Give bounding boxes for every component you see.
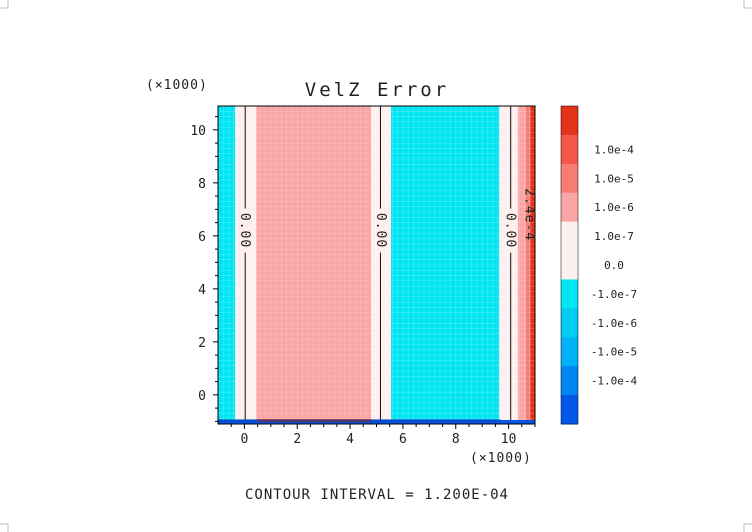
- contour-lines: [244, 106, 512, 424]
- contour-label-3: 2.4e-4: [522, 188, 537, 241]
- contour-labels: 0.00 0.00 0.00 2.4e-4: [237, 188, 537, 253]
- colorbar-label: 1.0e-6: [594, 201, 634, 214]
- colorbar-swatch: [561, 163, 578, 194]
- colorbar-swatch: [561, 395, 578, 425]
- contour-band-1: [235, 106, 257, 424]
- y-axis: 0 2 4 6 8 10: [190, 116, 218, 422]
- colorbar-label: -1.0e-7: [591, 288, 637, 301]
- colorbar-label: 1.0e-7: [594, 230, 634, 243]
- x-tick-label: 10: [501, 432, 517, 447]
- contour-label-bg-1: [373, 208, 388, 253]
- x-axis-multiplier: (×1000): [470, 451, 532, 466]
- bottom-strip: [218, 419, 535, 424]
- contour-label-bg-0: [237, 208, 252, 253]
- colorbar-label: -1.0e-4: [591, 375, 638, 388]
- y-tick-label: 8: [198, 177, 206, 192]
- contour-band-2: [256, 106, 372, 424]
- y-tick-label: 6: [198, 230, 206, 245]
- contour-label-2: 0.00: [502, 213, 517, 248]
- y-tick-label: 2: [198, 336, 206, 351]
- y-tick-label: 0: [198, 389, 206, 404]
- contour-band-4: [391, 106, 500, 424]
- colorbar-swatch: [561, 337, 578, 367]
- colorbar-label: 1.0e-5: [594, 172, 634, 185]
- contour-bands: [218, 106, 535, 424]
- colorbar-swatch: [561, 134, 578, 165]
- contour-label-bg-2: [502, 208, 517, 253]
- colorbar: 1.0e-4 1.0e-5 1.0e-6 1.0e-7 0.0 -1.0e-7 -1.0e-…: [560, 105, 638, 425]
- colorbar-label: 1.0e-4: [594, 143, 634, 156]
- contour-band-0: [218, 106, 236, 424]
- bottom-strip-detail-2: [389, 419, 501, 423]
- chart-title: VelZ Error: [305, 79, 449, 101]
- y-tick-label: 4: [198, 283, 206, 298]
- colorbar-label: -1.0e-5: [591, 346, 637, 359]
- x-tick-label: 2: [293, 432, 301, 447]
- colorbar-label: -1.0e-6: [591, 317, 637, 330]
- contour-band-6: [517, 106, 526, 424]
- contour-interval-footer: CONTOUR INTERVAL = 1.200E-04: [245, 487, 509, 503]
- x-tick-label: 8: [452, 432, 460, 447]
- plot-area: [217, 105, 536, 425]
- y-axis-multiplier: (×1000): [146, 78, 208, 93]
- colorbar-label: 0.0: [604, 259, 624, 272]
- colorbar-swatch: [561, 221, 578, 252]
- x-axis: 0 2 4 6 8 10: [230, 424, 536, 447]
- contour-label-0: 0.00: [237, 213, 252, 248]
- x-tick-label: 4: [346, 432, 354, 447]
- contour-band-5: [499, 106, 518, 424]
- colorbar-frame: [560, 105, 579, 425]
- contour-band-8: [530, 106, 535, 424]
- contour-band-3: [371, 106, 392, 424]
- grid-lines: [218, 106, 535, 424]
- colorbar-swatch: [561, 366, 578, 396]
- x-tick-label: 0: [241, 432, 249, 447]
- colorbar-swatch: [561, 106, 578, 136]
- colorbar-swatch: [561, 250, 578, 280]
- colorbar-swatch: [561, 192, 578, 223]
- colorbar-swatch: [561, 308, 578, 338]
- colorbar-swatch: [561, 279, 578, 309]
- contour-label-1: 0.00: [373, 213, 388, 248]
- y-tick-label: 10: [190, 124, 206, 139]
- x-tick-label: 6: [399, 432, 407, 447]
- bottom-strip-detail-1: [257, 419, 372, 423]
- contour-band-7: [525, 106, 531, 424]
